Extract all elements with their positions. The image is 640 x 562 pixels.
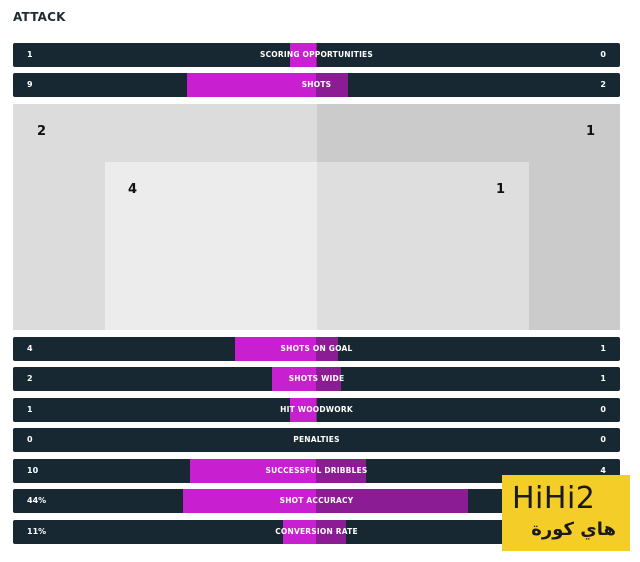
away-value: 1 xyxy=(600,374,606,383)
home-value: 4 xyxy=(27,344,33,353)
watermark-latin-text: HiHi2 xyxy=(512,481,596,516)
stat-label: SCORING OPPORTUNITIES xyxy=(260,50,373,59)
stat-label: SUCCESSFUL DRIBBLES xyxy=(265,466,368,475)
home-value: 1 xyxy=(27,405,33,414)
away-share-fill xyxy=(316,489,468,513)
away-value: 1 xyxy=(600,344,606,353)
inside-box-away-zone xyxy=(317,162,529,330)
home-value: 1 xyxy=(27,50,33,59)
away-value: 0 xyxy=(600,50,606,59)
home-value: 10 xyxy=(27,466,39,475)
away-share-fill xyxy=(316,367,341,391)
away-value: 4 xyxy=(600,466,606,475)
stat-label: SHOTS ON GOAL xyxy=(280,344,353,353)
away-share-fill xyxy=(316,337,338,361)
home-value: 11% xyxy=(27,527,47,536)
home-value: 2 xyxy=(27,374,33,383)
stat-label: SHOT ACCURACY xyxy=(279,496,354,505)
away-share-fill xyxy=(316,43,317,67)
stat-bar-shots-wide: 2 SHOTS WIDE 1 xyxy=(13,367,620,391)
home-share-fill xyxy=(290,398,316,422)
outside-box-home-count: 2 xyxy=(37,124,47,139)
away-share-fill xyxy=(316,459,366,483)
inside-box-away-count: 1 xyxy=(496,182,506,197)
stat-label: CONVERSION RATE xyxy=(275,527,358,536)
section-title: ATTACK xyxy=(13,10,66,24)
inside-box-home-zone xyxy=(105,162,317,330)
inside-box-home-count: 4 xyxy=(128,182,138,197)
home-share-fill xyxy=(183,489,316,513)
home-share-fill xyxy=(235,337,316,361)
stat-bar-shots-on-goal: 4 SHOTS ON GOAL 1 xyxy=(13,337,620,361)
home-value: 9 xyxy=(27,80,33,89)
home-share-fill xyxy=(272,367,316,391)
stat-bar-hit-woodwork: 1 HIT WOODWORK 0 xyxy=(13,398,620,422)
stat-bar-scoring-opportunities: 1 SCORING OPPORTUNITIES 0 xyxy=(13,43,620,67)
away-value: 0 xyxy=(600,435,606,444)
home-share-fill xyxy=(190,459,316,483)
away-share-fill xyxy=(316,73,348,97)
away-value: 0 xyxy=(600,405,606,414)
stat-bar-penalties: 0 PENALTIES 0 xyxy=(13,428,620,452)
stat-bar-shots: 9 SHOTS 2 xyxy=(13,73,620,97)
stat-label: SHOTS xyxy=(301,80,332,89)
watermark-logo: HiHi2 هاي كورة xyxy=(502,475,630,551)
home-value: 44% xyxy=(27,496,47,505)
shot-map: 2 1 4 1 xyxy=(13,104,620,330)
stat-label: SHOTS WIDE xyxy=(288,374,345,383)
away-share-fill xyxy=(316,520,346,544)
home-share-fill xyxy=(283,520,316,544)
watermark-arabic-text: هاي كورة xyxy=(531,519,616,540)
away-value: 2 xyxy=(600,80,606,89)
away-share-fill xyxy=(316,398,317,422)
stat-label: PENALTIES xyxy=(293,435,340,444)
home-share-fill xyxy=(290,43,316,67)
outside-box-away-count: 1 xyxy=(586,124,596,139)
home-value: 0 xyxy=(27,435,33,444)
home-share-fill xyxy=(187,73,316,97)
stat-label: HIT WOODWORK xyxy=(280,405,353,414)
